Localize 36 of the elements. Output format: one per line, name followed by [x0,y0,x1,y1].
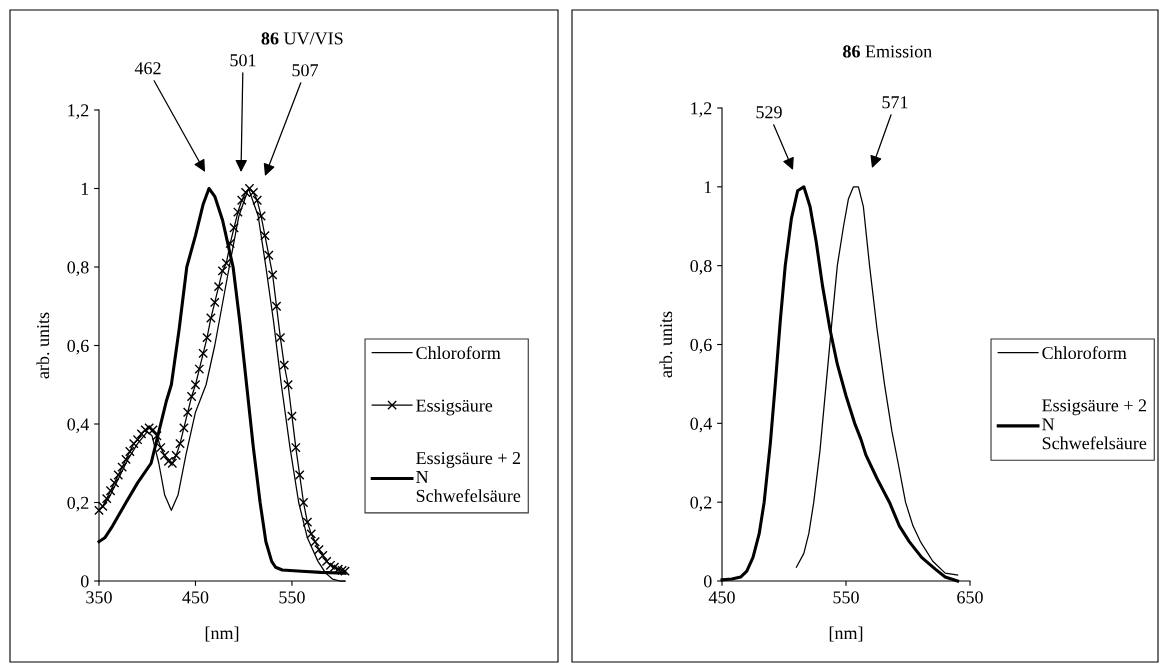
x-tick-label: 650 [957,591,983,604]
chart-title: 86 Emission [843,45,932,58]
y-tick-label: 0,8 [67,261,89,277]
legend-label: Essigsäure + 2 N Schwefelsäure [416,452,521,502]
y-axis-title: arb. units [36,312,50,379]
annotation: 529 [756,106,782,119]
y-tick-label: 1 [704,181,712,194]
x-tick-label: 550 [833,591,859,604]
y-tick-label: 0,6 [690,338,712,354]
chart-title: 86 UV/VIS [261,32,343,45]
x-axis-title: [nm] [829,626,863,642]
y-tick-label: 1 [81,182,89,195]
text: 507 [292,64,319,77]
y-tick-label: 1,2 [68,104,89,120]
text: 462 [134,62,161,75]
x-tick-label: 450 [182,591,209,604]
legend-label: Essigsäure + 2 N Schwefelsäure [1042,399,1147,450]
y-tick-label: 0,2 [690,496,712,512]
y-tick-label: 0,2 [67,496,89,512]
y-tick-label: 0,6 [67,339,89,355]
y-tick-label: 0 [703,575,712,588]
y-tick-label: 0,4 [690,417,712,433]
x-axis-title: [nm] [205,626,239,642]
y-tick-label: 1,2 [691,102,712,118]
legend-label: Essigsäure [416,399,493,416]
x-tick-label: 350 [86,591,112,604]
x-tick-label: 550 [279,591,305,604]
y-tick-label: 0 [80,575,89,588]
legend-label: Chloroform [1042,346,1127,360]
y-tick-label: 0,8 [690,259,712,275]
annotation: 571 [882,96,908,109]
y-axis-title: arb. units [659,311,673,378]
text: 501 [230,54,256,67]
x-tick-label: 450 [708,591,735,604]
y-tick-label: 0,4 [67,418,89,434]
legend-label: Chloroform [416,346,501,360]
